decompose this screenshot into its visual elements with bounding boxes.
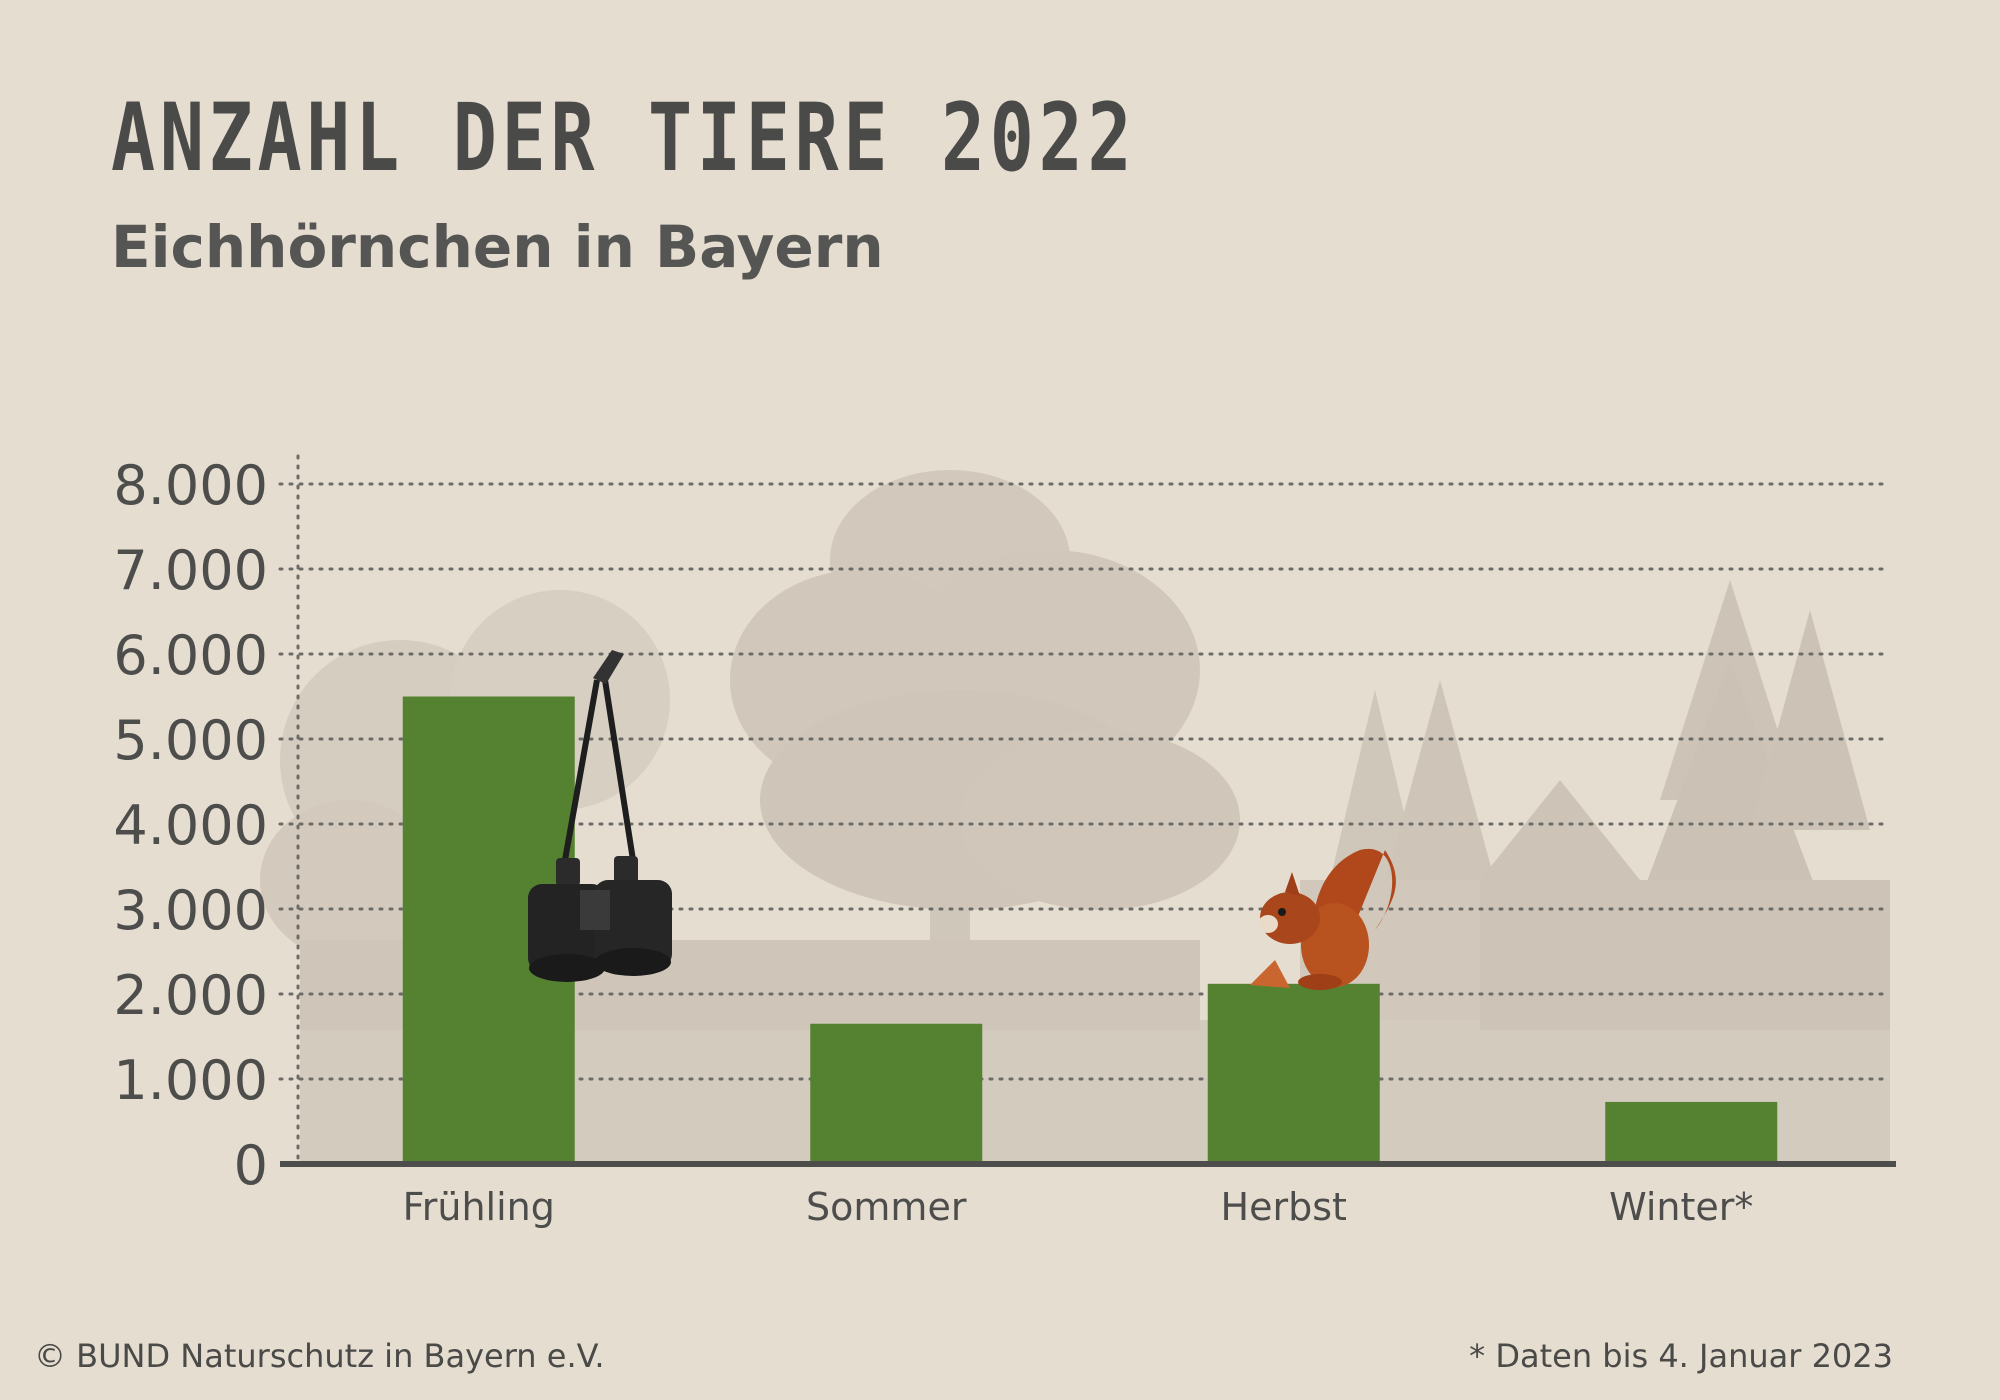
x-tick-label: Winter*: [1609, 1185, 1753, 1229]
y-tick-label: 5.000: [113, 709, 268, 772]
binoculars-icon: [528, 650, 672, 982]
y-tick-label: 0: [234, 1134, 268, 1197]
y-axis: 0 1.000 2.000 3.000 4.000 5.000 6.000 7.000 8.00…: [113, 454, 268, 1197]
x-tick-label: Herbst: [1221, 1185, 1347, 1229]
x-tick-label: Sommer: [806, 1185, 967, 1229]
y-tick-label: 2.000: [113, 964, 268, 1027]
bar: [1605, 1101, 1778, 1164]
footnote-text: * Daten bis 4. Januar 2023: [1469, 1337, 1893, 1375]
y-tick-label: 1.000: [113, 1049, 268, 1112]
y-tick-label: 8.000: [113, 454, 268, 517]
y-tick-label: 3.000: [113, 879, 268, 942]
x-tick-label: Frühling: [403, 1185, 555, 1229]
grid-lines: [278, 454, 1892, 1166]
y-tick-label: 6.000: [113, 624, 268, 687]
y-tick-label: 4.000: [113, 794, 268, 857]
bar: [810, 1023, 983, 1164]
y-tick-label: 7.000: [113, 539, 268, 602]
bar: [1207, 983, 1380, 1164]
x-axis: Frühling Sommer Herbst Winter*: [280, 1161, 1896, 1229]
copyright-text: © BUND Naturschutz in Bayern e.V.: [34, 1337, 605, 1375]
chart-subtitle: Eichhörnchen in Bayern: [111, 213, 884, 281]
chart-title: ANZAHL DER TIERE 2022: [111, 84, 1137, 193]
squirrel-icon: [1250, 848, 1396, 990]
